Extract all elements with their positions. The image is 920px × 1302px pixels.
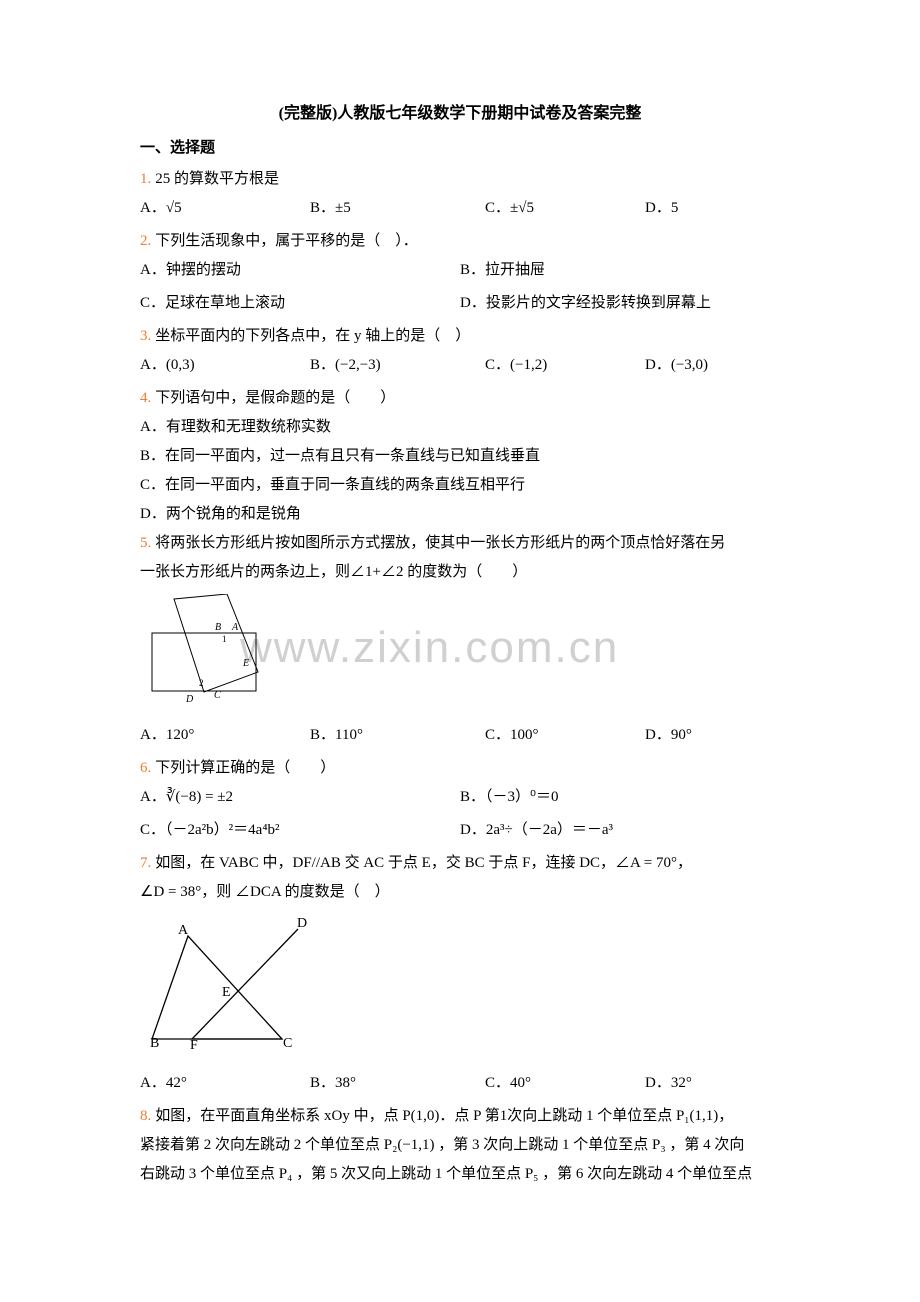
question-number: 8. xyxy=(140,1108,151,1124)
options-row: C．（－2a²b）²＝4a⁴b² D．2a³÷（－2a）＝－a³ xyxy=(140,817,780,844)
question-6: 6.下列计算正确的是（ ） xyxy=(140,755,780,782)
inner-rectangle xyxy=(174,594,258,692)
options-row: A．(0,3) B．(−2,−3) C．(−1,2) D．(−3,0) xyxy=(140,352,780,379)
option-a: A．42° xyxy=(140,1070,310,1097)
question-text: 坐标平面内的下列各点中，在 y 轴上的是（ ） xyxy=(155,328,470,344)
question-number: 4. xyxy=(140,390,151,406)
section-heading: 一、选择题 xyxy=(140,135,780,162)
label-e: E xyxy=(222,985,231,1000)
options-row: A．120° B．110° C．100° D．90° xyxy=(140,722,780,749)
question-3: 3.坐标平面内的下列各点中，在 y 轴上的是（ ） xyxy=(140,323,780,350)
question-number: 3. xyxy=(140,328,151,344)
option-b: B．拉开抽屉 xyxy=(460,257,780,284)
page-content: (完整版)人教版七年级数学下册期中试卷及答案完整 一、选择题 1.25 的算数平… xyxy=(140,100,780,1188)
question-number: 5. xyxy=(140,535,151,551)
q7-svg: A B C D E F xyxy=(150,914,315,1052)
q5-svg: A B C D E 1 2 xyxy=(150,594,265,704)
question-number: 6. xyxy=(140,760,151,776)
question-text-line1: 如图，在平面直角坐标系 xOy 中，点 P(1,0)．点 P 第1次向上跳动 1… xyxy=(155,1108,733,1124)
option-a: A．(0,3) xyxy=(140,352,310,379)
option-d: D．两个锐角的和是锐角 xyxy=(140,501,780,528)
question-1: 1.25 的算数平方根是 xyxy=(140,166,780,193)
options-row: A．√5 B．±5 C．±√5 D．5 xyxy=(140,195,780,222)
outer-rectangle xyxy=(152,633,256,691)
question-number: 7. xyxy=(140,855,151,871)
question-number: 1. xyxy=(140,171,151,187)
option-c: C．足球在草地上滚动 xyxy=(140,290,460,317)
option-c: C．(−1,2) xyxy=(485,352,645,379)
label-d: D xyxy=(185,694,194,704)
label-c: C xyxy=(283,1036,292,1051)
question-5-line2: 一张长方形纸片的两条边上，则∠1+∠2 的度数为（ ） xyxy=(140,559,780,586)
option-d: D．2a³÷（－2a）＝－a³ xyxy=(460,817,780,844)
option-a: A．√5 xyxy=(140,195,310,222)
question-5: 5.将两张长方形纸片按如图所示方式摆放，使其中一张长方形纸片的两个顶点恰好落在另 xyxy=(140,530,780,557)
question-number: 2. xyxy=(140,233,151,249)
question-4: 4.下列语句中，是假命题的是（ ） xyxy=(140,385,780,412)
label-b: B xyxy=(150,1036,159,1051)
lines-df xyxy=(192,929,298,1039)
label-b: B xyxy=(215,622,221,633)
document-title: (完整版)人教版七年级数学下册期中试卷及答案完整 xyxy=(140,100,780,129)
option-d: D．90° xyxy=(645,722,785,749)
triangle-abc xyxy=(152,936,282,1039)
option-d: D．投影片的文字经投影转换到屏幕上 xyxy=(460,290,780,317)
question-text: 25 的算数平方根是 xyxy=(155,171,279,187)
option-c: C．40° xyxy=(485,1070,645,1097)
option-b: B．38° xyxy=(310,1070,485,1097)
options-row: C．足球在草地上滚动 D．投影片的文字经投影转换到屏幕上 xyxy=(140,290,780,317)
options-row: A．∛(−8) = ±2 B．（－3）⁰＝0 xyxy=(140,784,780,811)
label-a: A xyxy=(231,622,239,633)
option-c: C．100° xyxy=(485,722,645,749)
option-b: B．在同一平面内，过一点有且只有一条直线与已知直线垂直 xyxy=(140,443,780,470)
label-d: D xyxy=(297,916,307,931)
question-8-line2: 紧接着第 2 次向左跳动 2 个单位至点 P₂(−1,1) ，第 3 次向上跳动… xyxy=(140,1132,780,1159)
label-f: F xyxy=(190,1038,198,1052)
option-b: B．110° xyxy=(310,722,485,749)
question-7: 7.如图，在 VABC 中，DF//AB 交 AC 于点 E，交 BC 于点 F… xyxy=(140,850,780,877)
question-text: 下列生活现象中，属于平移的是（ ）． xyxy=(155,233,418,249)
question-8-line3: 右跳动 3 个单位至点 P₄ ，第 5 次又向上跳动 1 个单位至点 P₅ ，第… xyxy=(140,1161,780,1188)
label-1: 1 xyxy=(222,634,227,644)
option-a: A．有理数和无理数统称实数 xyxy=(140,414,780,441)
label-c: C xyxy=(214,690,221,701)
option-d: D．5 xyxy=(645,195,785,222)
option-d: D．(−3,0) xyxy=(645,352,785,379)
question-text: 下列计算正确的是（ ） xyxy=(155,760,335,776)
question-text-line1: 将两张长方形纸片按如图所示方式摆放，使其中一张长方形纸片的两个顶点恰好落在另 xyxy=(155,535,725,551)
label-e: E xyxy=(242,658,249,669)
label-2: 2 xyxy=(199,678,204,688)
label-a: A xyxy=(178,923,189,938)
question-text-line1: 如图，在 VABC 中，DF//AB 交 AC 于点 E，交 BC 于点 F，连… xyxy=(155,855,692,871)
option-d: D．32° xyxy=(645,1070,785,1097)
option-c: C．在同一平面内，垂直于同一条直线的两条直线互相平行 xyxy=(140,472,780,499)
question-2: 2.下列生活现象中，属于平移的是（ ）． xyxy=(140,228,780,255)
option-b: B．（－3）⁰＝0 xyxy=(460,784,780,811)
question-text: 下列语句中，是假命题的是（ ） xyxy=(155,390,395,406)
option-a: A．120° xyxy=(140,722,310,749)
option-b: B．(−2,−3) xyxy=(310,352,485,379)
question-7-line2: ∠D = 38°，则 ∠DCA 的度数是（ ） xyxy=(140,879,780,906)
option-b: B．±5 xyxy=(310,195,485,222)
figure-q7: A B C D E F xyxy=(150,914,780,1062)
options-row: A．42° B．38° C．40° D．32° xyxy=(140,1070,780,1097)
figure-q5: A B C D E 1 2 xyxy=(150,594,780,714)
option-c: C．±√5 xyxy=(485,195,645,222)
option-a: A．钟摆的摆动 xyxy=(140,257,460,284)
options-row: A．钟摆的摆动 B．拉开抽屉 xyxy=(140,257,780,284)
option-a: A．∛(−8) = ±2 xyxy=(140,784,460,811)
question-8: 8.如图，在平面直角坐标系 xOy 中，点 P(1,0)．点 P 第1次向上跳动… xyxy=(140,1103,780,1130)
option-c: C．（－2a²b）²＝4a⁴b² xyxy=(140,817,460,844)
